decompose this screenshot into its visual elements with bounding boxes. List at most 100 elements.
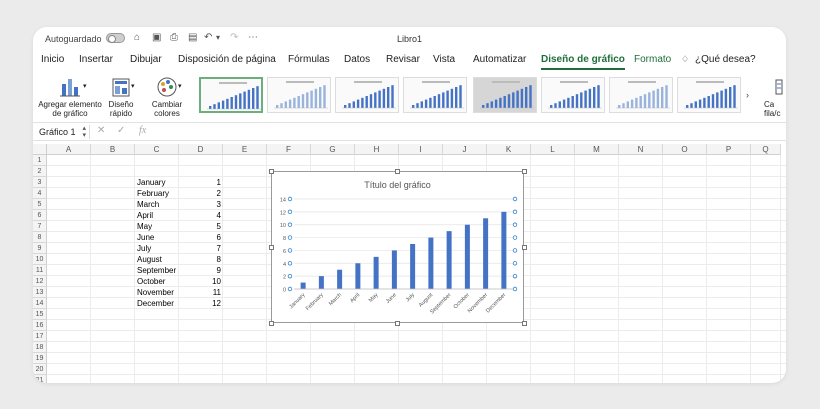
cell-value[interactable]: 8 <box>216 255 221 264</box>
cell-month[interactable]: December <box>137 299 174 308</box>
quick-layout-button[interactable]: ▾ Diseño rápido <box>103 76 139 118</box>
column-header-e[interactable]: E <box>223 144 267 155</box>
row-header-18[interactable]: 18 <box>33 342 47 353</box>
chart-resize-handle[interactable] <box>521 320 527 326</box>
row-header-6[interactable]: 6 <box>33 210 47 221</box>
cell-month[interactable]: February <box>137 189 170 198</box>
cell-month[interactable]: March <box>137 200 160 209</box>
chart-resize-handle[interactable] <box>268 244 274 250</box>
row-header-7[interactable]: 7 <box>33 221 47 232</box>
save-as-icon[interactable]: ▤ <box>188 32 198 43</box>
cell-month[interactable]: June <box>137 233 155 242</box>
cell-value[interactable]: 5 <box>216 222 221 231</box>
cell-month[interactable]: May <box>137 222 153 231</box>
cell-month[interactable]: July <box>137 244 152 253</box>
tab-dibujar[interactable]: Dibujar <box>130 54 162 65</box>
cell-month[interactable]: August <box>137 255 162 264</box>
save-icon[interactable]: ▣ <box>152 32 162 43</box>
chart-style-4[interactable] <box>403 77 467 113</box>
column-header-k[interactable]: K <box>487 144 531 155</box>
row-header-21[interactable]: 21 <box>33 375 47 383</box>
tab-revisar[interactable]: Revisar <box>386 54 420 65</box>
row-header-19[interactable]: 19 <box>33 353 47 364</box>
chart-style-6[interactable] <box>541 77 605 113</box>
cell-value[interactable]: 9 <box>216 266 221 275</box>
row-header-3[interactable]: 3 <box>33 177 47 188</box>
chart-title[interactable]: Título del gráfico <box>364 180 431 190</box>
autosave-toggle[interactable] <box>106 33 125 43</box>
column-header-n[interactable]: N <box>619 144 663 155</box>
row-header-5[interactable]: 5 <box>33 199 47 210</box>
switch-row-column-button[interactable]: Ca fila/c <box>764 76 786 118</box>
cell-month[interactable]: October <box>137 277 166 286</box>
fx-icon[interactable]: fx <box>139 125 147 136</box>
row-header-11[interactable]: 11 <box>33 265 47 276</box>
cell-month[interactable]: January <box>137 178 166 187</box>
tab-diseno-grafico[interactable]: Diseño de gráfico <box>541 54 625 70</box>
column-header-f[interactable]: F <box>267 144 311 155</box>
column-header-o[interactable]: O <box>663 144 707 155</box>
row-header-2[interactable]: 2 <box>33 166 47 177</box>
gallery-next-icon[interactable]: › <box>746 90 749 100</box>
tab-formulas[interactable]: Fórmulas <box>288 54 330 65</box>
cell-value[interactable]: 11 <box>212 288 221 297</box>
cell-value[interactable]: 7 <box>216 244 221 253</box>
column-header-h[interactable]: H <box>355 144 399 155</box>
change-colors-button[interactable]: ▾ Cambiar colores <box>147 76 187 118</box>
row-header-8[interactable]: 8 <box>33 232 47 243</box>
chart-style-5[interactable] <box>473 77 537 113</box>
cell-month[interactable]: November <box>137 288 174 297</box>
chart-object[interactable]: Título del gráfico 0 2 4 6 8 10 12 14 January Feb… <box>268 168 527 326</box>
column-header-b[interactable]: B <box>91 144 135 155</box>
column-header-d[interactable]: D <box>179 144 223 155</box>
chart-style-7[interactable] <box>609 77 673 113</box>
tell-me-search[interactable]: ¿Qué desea? <box>695 54 756 65</box>
cell-value[interactable]: 2 <box>216 189 221 198</box>
cell-month[interactable]: April <box>137 211 154 220</box>
column-header-q[interactable]: Q <box>751 144 781 155</box>
cell-value[interactable]: 4 <box>216 211 221 220</box>
chart-resize-handle[interactable] <box>395 320 400 326</box>
cell-value[interactable]: 6 <box>216 233 221 242</box>
tab-insertar[interactable]: Insertar <box>79 54 113 65</box>
tab-automatizar[interactable]: Automatizar <box>473 54 527 65</box>
cell-value[interactable]: 10 <box>212 277 221 286</box>
check-icon[interactable]: ✓ <box>117 125 126 136</box>
cell-value[interactable]: 1 <box>216 178 221 187</box>
name-box[interactable]: Gráfico 1 ▴ ▾ <box>37 125 90 139</box>
more-icon[interactable]: ⋯ <box>248 32 258 43</box>
row-header-16[interactable]: 16 <box>33 320 47 331</box>
undo-dropdown-icon[interactable]: ▾ <box>216 33 221 42</box>
chart-style-2[interactable] <box>267 77 331 113</box>
row-header-20[interactable]: 20 <box>33 364 47 375</box>
column-header-l[interactable]: L <box>531 144 575 155</box>
row-header-17[interactable]: 17 <box>33 331 47 342</box>
select-all-corner[interactable] <box>33 144 47 155</box>
column-header-m[interactable]: M <box>575 144 619 155</box>
column-header-a[interactable]: A <box>47 144 91 155</box>
tab-datos[interactable]: Datos <box>344 54 371 65</box>
tab-vista[interactable]: Vista <box>433 54 456 65</box>
row-header-15[interactable]: 15 <box>33 309 47 320</box>
tab-disposicion[interactable]: Disposición de página <box>178 54 276 65</box>
column-header-j[interactable]: J <box>443 144 487 155</box>
column-header-c[interactable]: C <box>135 144 179 155</box>
row-header-12[interactable]: 12 <box>33 276 47 287</box>
row-header-1[interactable]: 1 <box>33 155 47 166</box>
print-icon[interactable]: ⎙ <box>170 32 178 43</box>
column-header-g[interactable]: G <box>311 144 355 155</box>
chart-resize-handle[interactable] <box>395 168 400 174</box>
chart-style-3[interactable] <box>335 77 399 113</box>
cell-value[interactable]: 3 <box>216 200 221 209</box>
undo-icon[interactable]: ↶ <box>204 32 213 43</box>
chart-resize-handle[interactable] <box>521 168 527 174</box>
column-header-i[interactable]: I <box>399 144 443 155</box>
row-header-13[interactable]: 13 <box>33 287 47 298</box>
cell-month[interactable]: September <box>137 266 177 275</box>
chart-style-1[interactable] <box>199 77 263 113</box>
home-icon[interactable]: ⌂ <box>134 32 141 43</box>
chart-resize-handle[interactable] <box>521 244 527 250</box>
row-header-9[interactable]: 9 <box>33 243 47 254</box>
cell-value[interactable]: 12 <box>212 299 221 308</box>
row-header-10[interactable]: 10 <box>33 254 47 265</box>
